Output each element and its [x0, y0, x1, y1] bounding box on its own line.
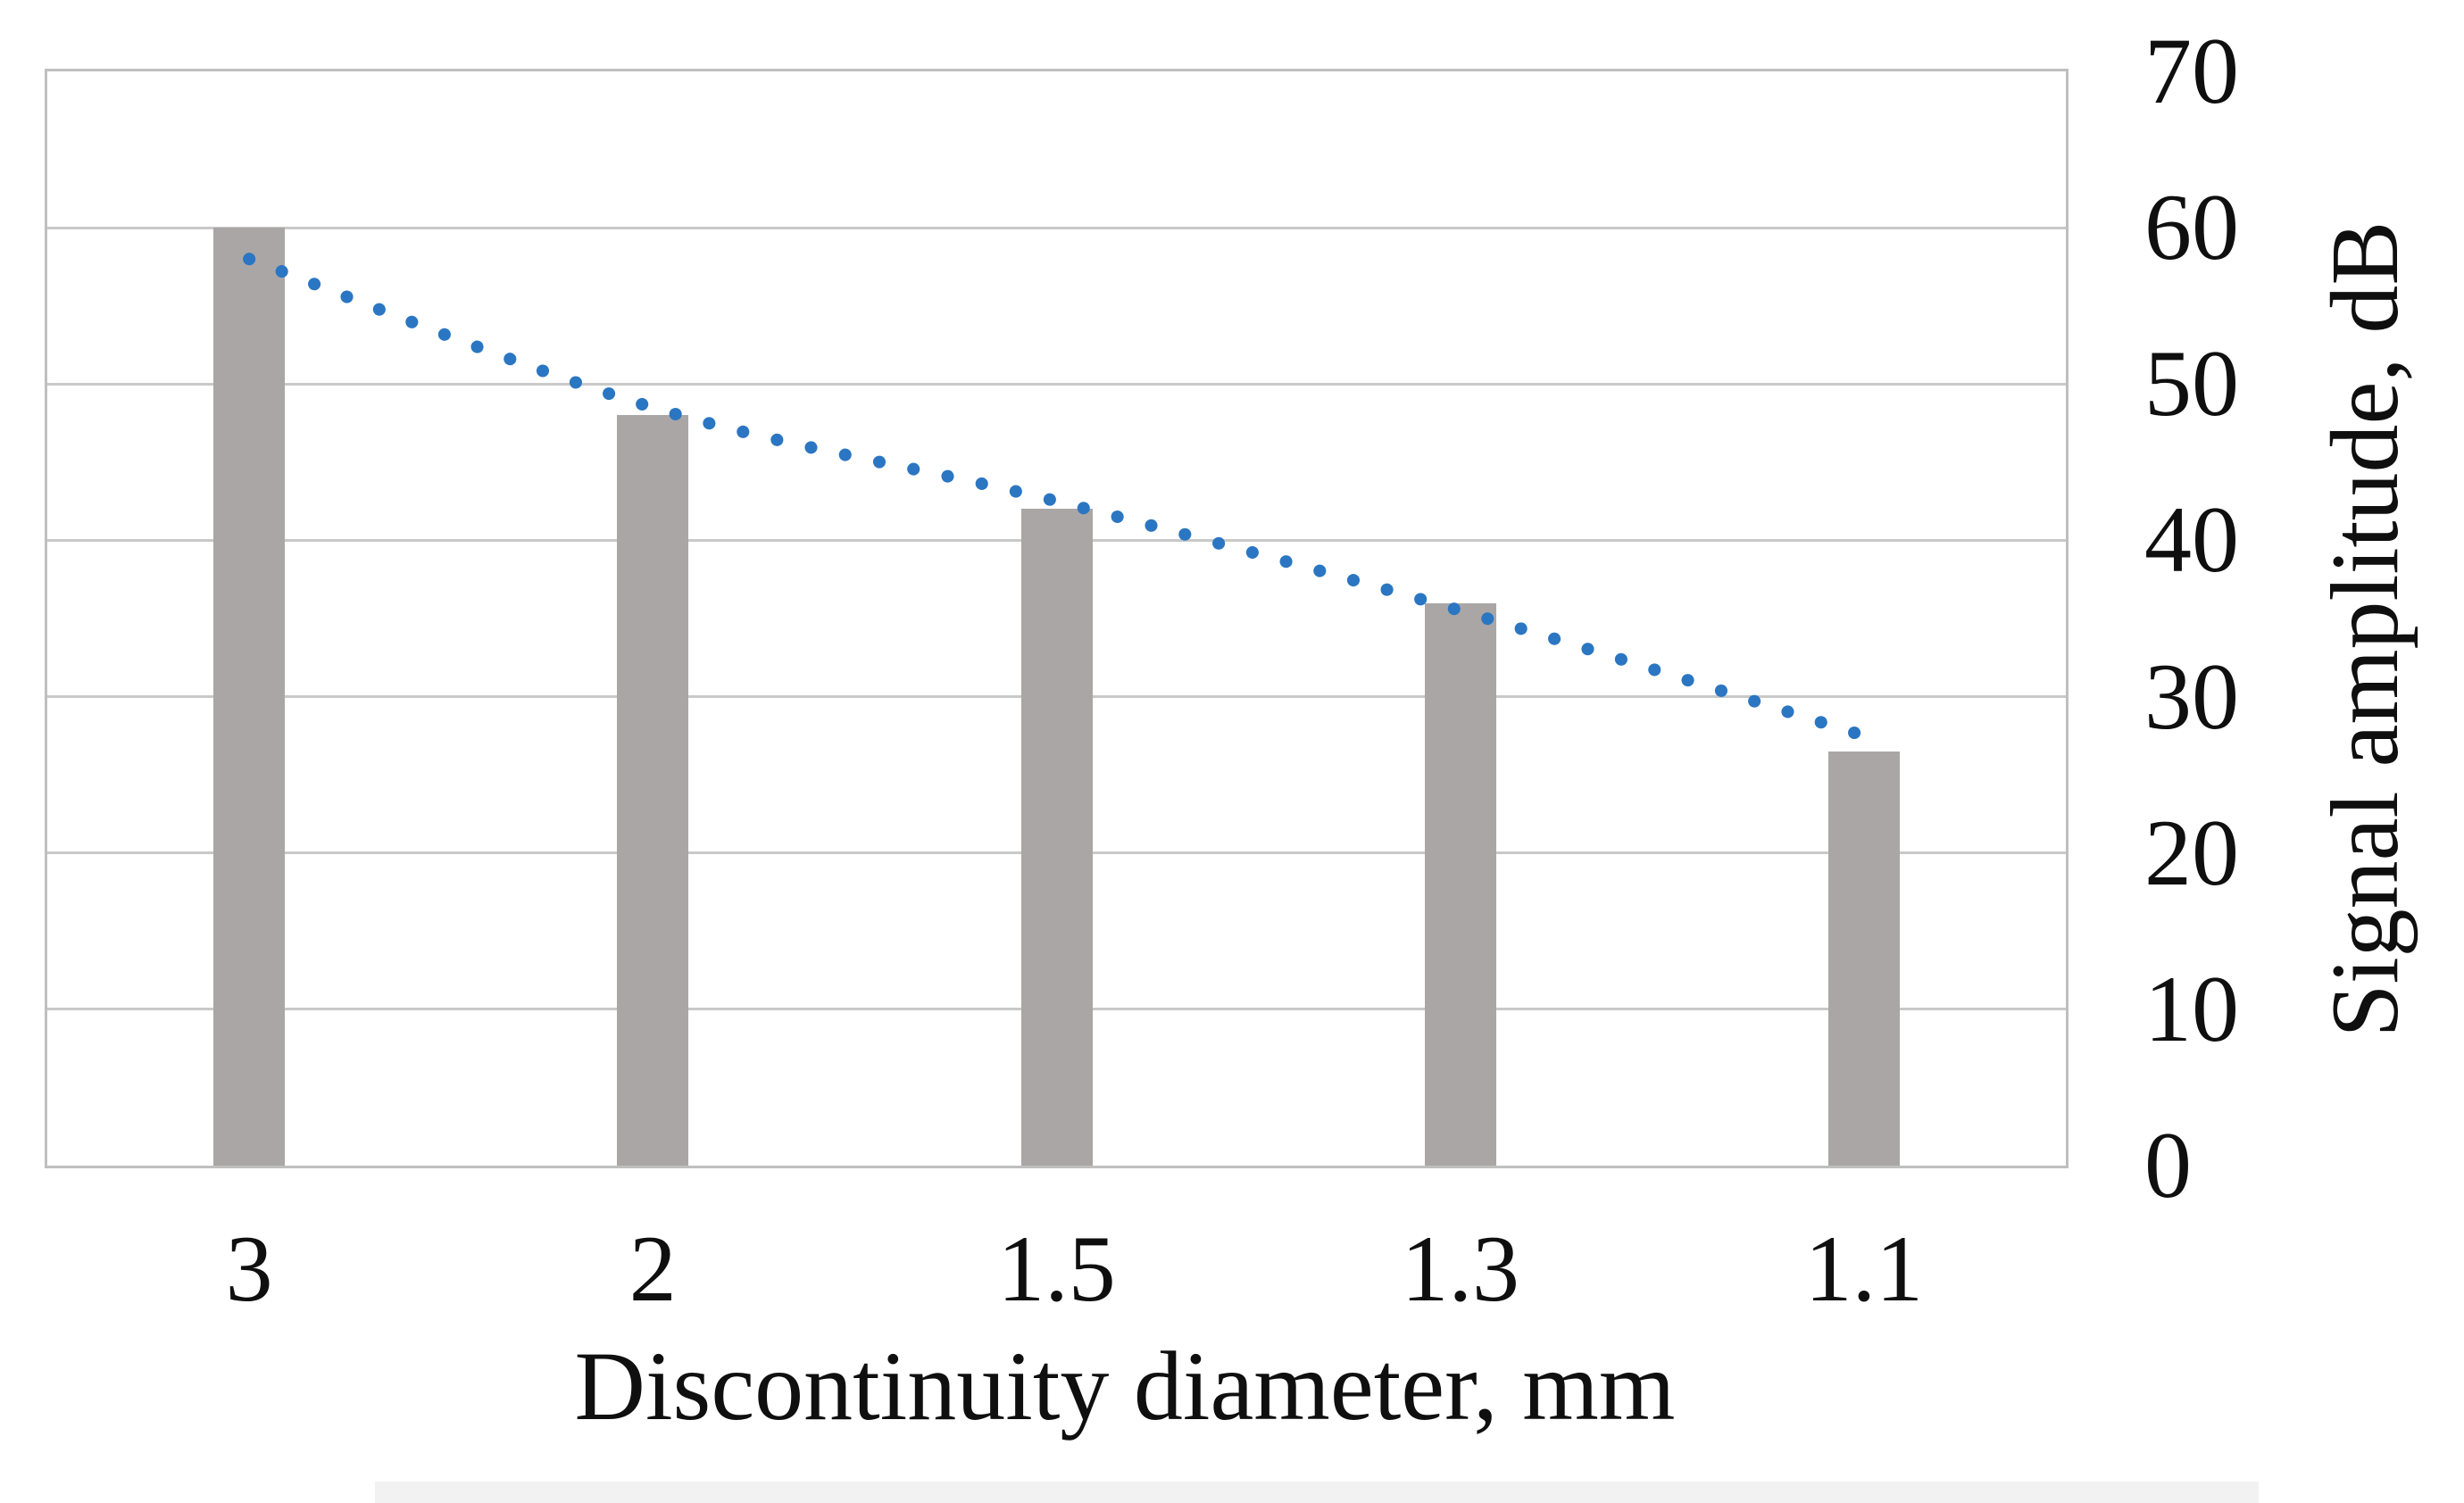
gridline-60: [47, 226, 2066, 229]
trend-dotted-line: [243, 253, 1870, 743]
plot-area: [45, 69, 2069, 1168]
y-tick-label-60: 60: [2144, 175, 2239, 280]
x-tick-label-3: 3: [225, 1217, 273, 1321]
y-tick-label-20: 20: [2144, 800, 2239, 905]
bar-1.1: [1827, 751, 1900, 1166]
bar-1.5: [1020, 509, 1093, 1166]
bar-2: [617, 415, 689, 1166]
bottom-strip-decoration: [375, 1482, 2259, 1503]
x-tick-label-1.1: 1.1: [1804, 1217, 1924, 1321]
x-tick-label-2: 2: [628, 1217, 677, 1321]
x-tick-label-1.5: 1.5: [997, 1217, 1116, 1321]
y-tick-label-30: 30: [2144, 644, 2239, 749]
bar-3: [213, 228, 286, 1166]
y-axis-title: Signal amplitude, dB: [2312, 220, 2418, 1038]
y-tick-label-50: 50: [2144, 331, 2239, 436]
gridline-50: [47, 382, 2066, 386]
x-axis-title: Discontinuity diameter, mm: [574, 1332, 1676, 1441]
trend-path: [243, 253, 1870, 743]
y-tick-label-70: 70: [2144, 19, 2239, 123]
y-tick-label-10: 10: [2144, 956, 2239, 1061]
y-tick-label-40: 40: [2144, 487, 2239, 593]
y-tick-label-0: 0: [2144, 1113, 2192, 1217]
bar-1.3: [1424, 602, 1496, 1166]
x-tick-label-1.3: 1.3: [1401, 1217, 1519, 1321]
